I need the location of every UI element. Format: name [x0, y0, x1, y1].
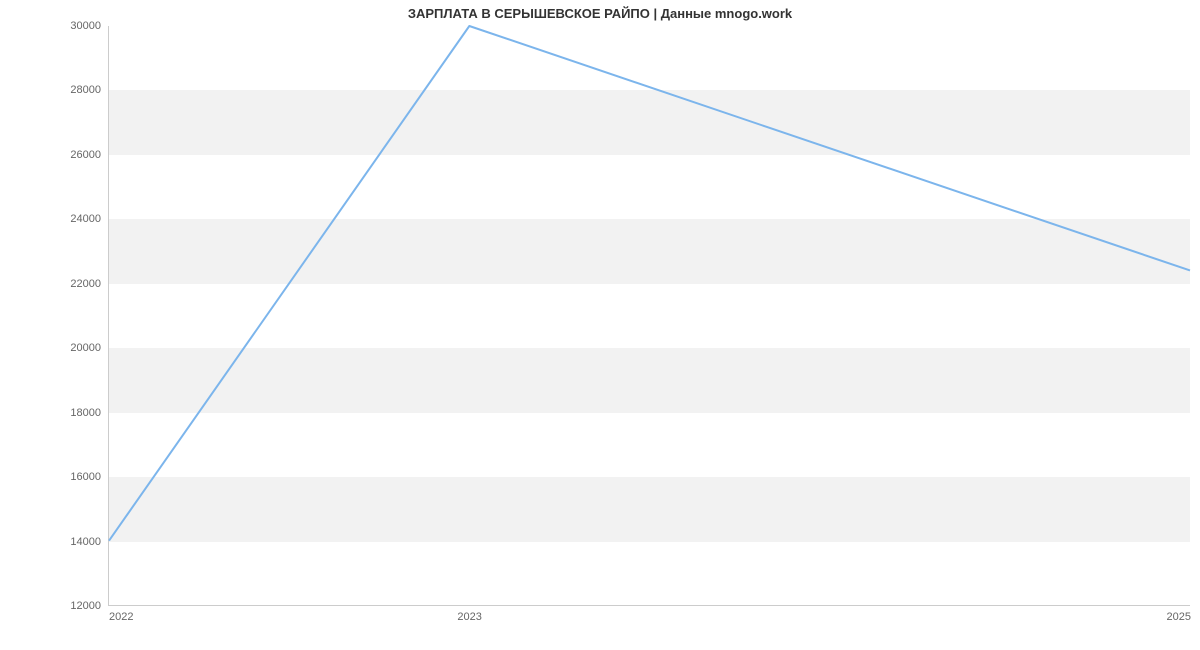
y-axis-tick-label: 20000 [70, 342, 101, 354]
y-axis-tick-label: 12000 [70, 600, 101, 612]
chart-container: ЗАРПЛАТА В СЕРЫШЕВСКОЕ РАЙПО | Данные mn… [0, 0, 1200, 650]
y-axis-tick-label: 26000 [70, 149, 101, 161]
series-salary [109, 26, 1190, 541]
y-axis-tick-label: 14000 [70, 536, 101, 548]
plot-area: 1200014000160001800020000220002400026000… [108, 26, 1190, 606]
line-series [109, 26, 1190, 605]
x-axis-tick-label: 2025 [1167, 611, 1191, 623]
x-axis-tick-label: 2022 [109, 611, 133, 623]
y-axis-tick-label: 30000 [70, 20, 101, 32]
y-axis-tick-label: 24000 [70, 213, 101, 225]
x-axis-tick-label: 2023 [457, 611, 481, 623]
chart-title: ЗАРПЛАТА В СЕРЫШЕВСКОЕ РАЙПО | Данные mn… [0, 6, 1200, 21]
y-axis-tick-label: 28000 [70, 84, 101, 96]
y-axis-tick-label: 22000 [70, 278, 101, 290]
y-axis-tick-label: 18000 [70, 407, 101, 419]
y-axis-tick-label: 16000 [70, 471, 101, 483]
